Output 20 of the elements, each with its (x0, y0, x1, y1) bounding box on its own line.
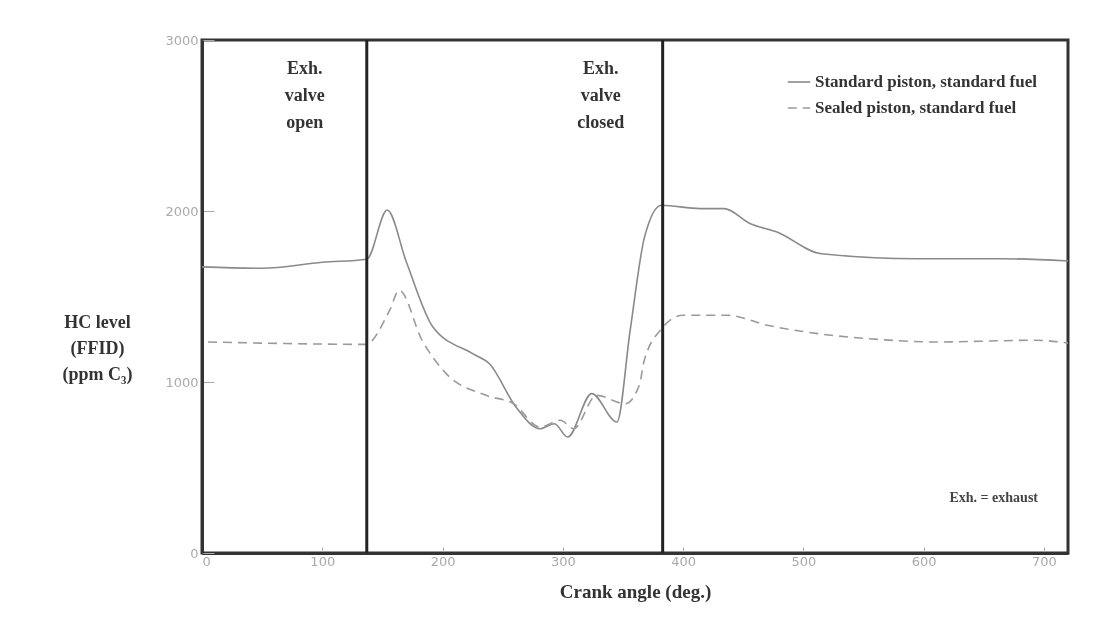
x-tick-label: 0 (202, 553, 211, 569)
y-tick-label: 3000 (165, 32, 199, 48)
y-tick-label: 1000 (165, 374, 199, 390)
line-series (207, 289, 1068, 430)
ref-line-label: Exh. valve closed (577, 58, 625, 132)
x-axis-title: Crank angle (deg.) (559, 580, 712, 603)
annotation: Exh. = exhaust (949, 490, 1039, 505)
x-tick-label: 500 (791, 553, 817, 569)
x-tick-label: 200 (430, 553, 456, 569)
ref-line-label: Exh. valve open (284, 58, 325, 132)
y-tick-label: 2000 (165, 203, 199, 219)
y-axis-title: HC level (FFID) (ppm C₃) (62, 311, 133, 385)
x-tick-label: 300 (550, 553, 576, 569)
line-series (202, 204, 1068, 438)
legend-label: Standard piston, standard fuel (815, 72, 1038, 91)
x-tick-label: 400 (671, 553, 697, 569)
legend-label: Sealed piston, standard fuel (815, 98, 1017, 117)
x-tick-label: 100 (310, 553, 336, 569)
x-tick-label: 700 (1032, 553, 1057, 569)
x-tick-label: 600 (911, 553, 937, 569)
